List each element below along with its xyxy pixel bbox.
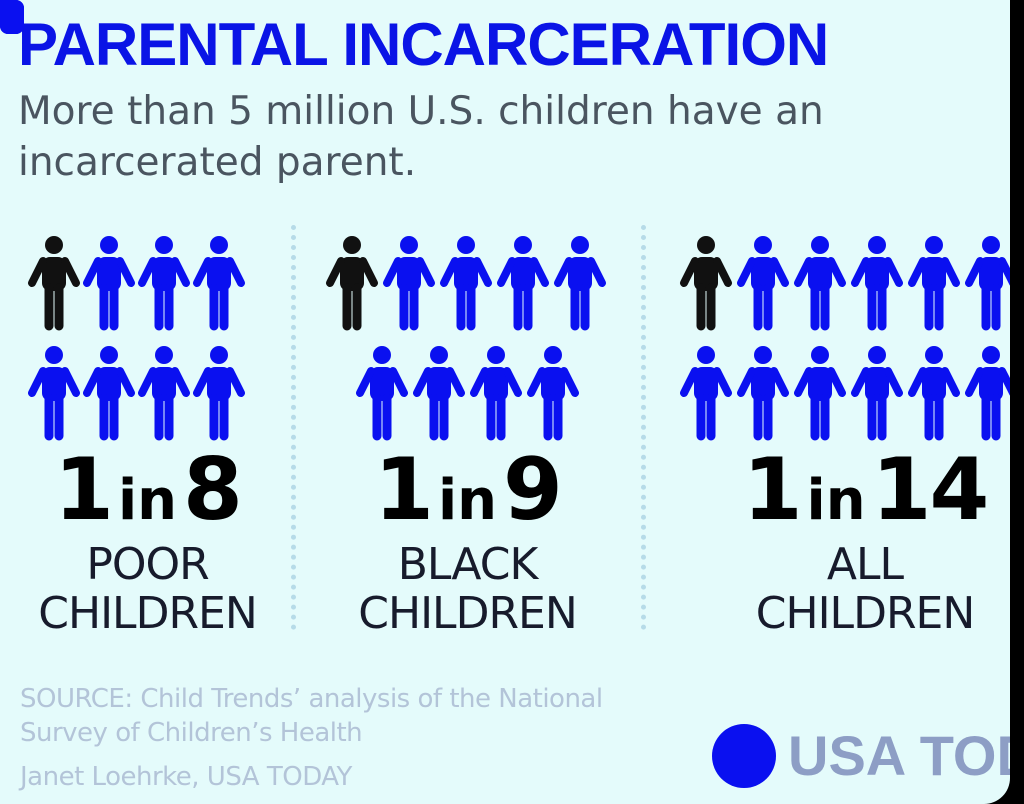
person-icon bbox=[851, 346, 903, 441]
group-label: ALL CHILDREN bbox=[720, 540, 1010, 638]
source-line: Survey of Children’s Health bbox=[20, 718, 363, 748]
group-label-line: BLACK bbox=[397, 539, 539, 590]
person-icon bbox=[383, 236, 435, 331]
person-icon bbox=[0, 0, 24, 34]
person-icon bbox=[851, 236, 903, 331]
person-icon bbox=[138, 236, 190, 331]
person-icon bbox=[326, 236, 378, 331]
person-icon bbox=[83, 236, 135, 331]
group-label-line: POOR bbox=[86, 539, 209, 590]
person-icon bbox=[413, 346, 465, 441]
person-icon bbox=[470, 346, 522, 441]
stat-ratio: 1 in14 bbox=[720, 447, 1010, 533]
person-icon bbox=[965, 346, 1010, 441]
person-icon bbox=[680, 346, 732, 441]
stat-ratio: 1 in8 bbox=[15, 447, 280, 533]
person-icon bbox=[794, 346, 846, 441]
ratio-in: in bbox=[806, 468, 866, 533]
ratio-denominator: 8 bbox=[183, 440, 243, 540]
person-icon bbox=[83, 346, 135, 441]
usa-today-logo: USA TODA bbox=[712, 724, 1010, 788]
group-label-line: CHILDREN bbox=[38, 588, 257, 639]
person-icon bbox=[497, 236, 549, 331]
group-label-line: ALL bbox=[826, 539, 904, 590]
group-divider bbox=[291, 225, 296, 630]
person-icon bbox=[193, 346, 245, 441]
group-label: BLACK CHILDREN bbox=[335, 540, 600, 638]
source-line: SOURCE: Child Trends’ analysis of the Na… bbox=[20, 684, 603, 714]
page-subtitle: More than 5 million U.S. children have a… bbox=[18, 89, 824, 185]
page-title: PARENTAL INCARCERATION bbox=[18, 11, 829, 78]
ratio-numerator: 1 bbox=[374, 440, 434, 540]
person-icon bbox=[356, 346, 408, 441]
source-note: SOURCE: Child Trends’ analysis of the Na… bbox=[20, 682, 603, 794]
group-label-line: CHILDREN bbox=[755, 588, 975, 639]
person-icon bbox=[908, 346, 960, 441]
ratio-numerator: 1 bbox=[54, 440, 114, 540]
person-icon bbox=[908, 236, 960, 331]
credit-line: Janet Loehrke, USA TODAY bbox=[20, 762, 352, 792]
person-icon bbox=[737, 346, 789, 441]
ratio-in: in bbox=[437, 468, 498, 533]
person-icon bbox=[527, 346, 579, 441]
person-icon bbox=[440, 236, 492, 331]
person-icon bbox=[680, 236, 732, 331]
ratio-numerator: 1 bbox=[742, 440, 803, 540]
ratio-denominator: 9 bbox=[503, 440, 563, 540]
person-icon bbox=[193, 236, 245, 331]
logo-circle-icon bbox=[712, 724, 776, 788]
person-icon bbox=[28, 346, 80, 441]
person-icon bbox=[138, 346, 190, 441]
logo-wordmark: USA TODA bbox=[788, 724, 1010, 787]
person-icon bbox=[737, 236, 789, 331]
person-icon bbox=[28, 236, 80, 331]
group-divider bbox=[641, 225, 646, 630]
ratio-denominator: 14 bbox=[871, 440, 990, 540]
person-icon bbox=[554, 236, 606, 331]
group-label: POOR CHILDREN bbox=[15, 540, 280, 638]
ratio-in: in bbox=[117, 468, 178, 533]
person-icon bbox=[965, 236, 1010, 331]
person-icon bbox=[794, 236, 846, 331]
group-label-line: CHILDREN bbox=[358, 588, 577, 639]
stat-ratio: 1 in9 bbox=[335, 447, 600, 533]
